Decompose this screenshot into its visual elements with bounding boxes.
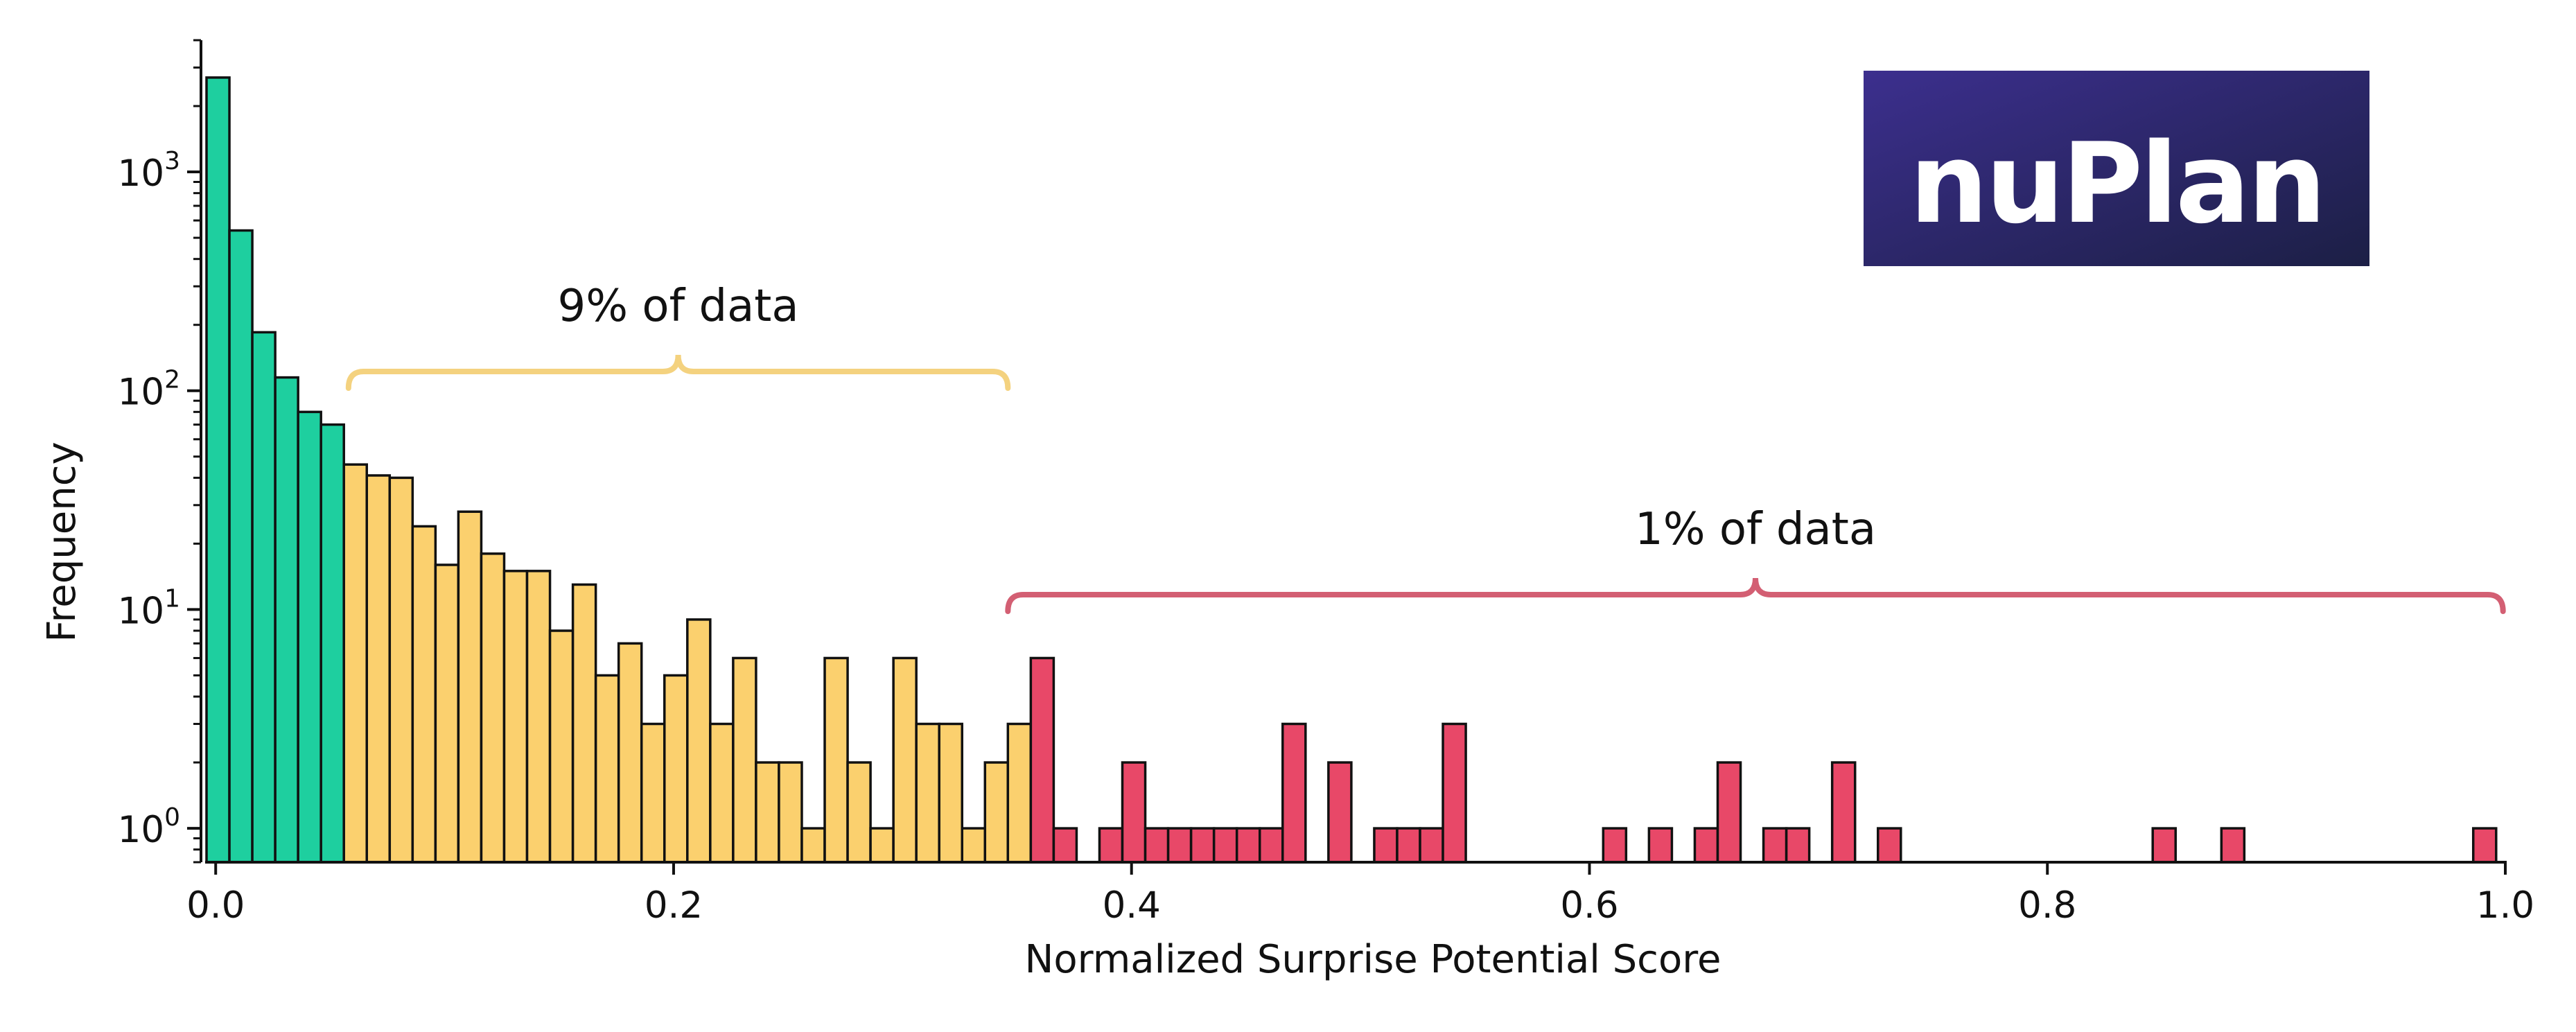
histogram-bar-high <box>1281 722 1307 864</box>
histogram-bar-high <box>1693 827 1719 864</box>
histogram-bar-mid <box>342 463 369 864</box>
histogram-bar-mid <box>617 642 643 864</box>
histogram-bar-mid <box>640 722 666 864</box>
x-tick-label: 0.6 <box>1560 884 1618 927</box>
histogram-bar-high <box>1166 827 1193 864</box>
histogram-bar-high <box>1602 827 1628 864</box>
histogram-bar-mid <box>663 674 689 864</box>
y-minor-ticks <box>193 39 201 864</box>
logo-background <box>1864 71 2369 266</box>
x-tick-label: 0.8 <box>2018 884 2076 927</box>
histogram-bar-mid <box>548 629 575 864</box>
histogram-bar-mid <box>938 722 963 864</box>
histogram-bar-high <box>1029 656 1055 864</box>
brace-mid <box>345 354 1011 391</box>
histogram-bar-high <box>2471 827 2498 864</box>
y-axis-title: Frequency <box>40 441 85 642</box>
nuplan-logo: nuPlan <box>1864 71 2369 266</box>
histogram-bar-high <box>1258 827 1284 864</box>
histogram-bar-low <box>205 76 231 864</box>
histogram-bar-high <box>1442 722 1467 864</box>
logo-text: nuPlan <box>1909 119 2324 248</box>
histogram-bar-mid <box>778 761 803 864</box>
axes <box>200 40 2507 864</box>
annotation-high-label: 1% of data <box>1635 504 1876 555</box>
histogram-bar-high <box>1647 827 1674 864</box>
histogram-bar-mid <box>388 476 414 864</box>
histogram-bar-mid <box>755 761 780 864</box>
histogram-bar-high <box>1052 827 1078 864</box>
histogram-bar-mid <box>502 570 529 864</box>
histogram-bar-mid <box>869 827 895 864</box>
annotations: 9% of data 1% of data <box>345 281 2506 614</box>
histogram-bar-mid <box>892 656 918 864</box>
annotation-mid-label: 9% of data <box>558 281 799 332</box>
histogram-bar-high <box>1877 827 1902 864</box>
histogram-bar-mid <box>915 722 940 864</box>
histogram-bar-mid <box>686 618 712 864</box>
histogram-bar-high <box>1830 761 1857 864</box>
y-ticks: 100 101 102 103 <box>118 147 201 851</box>
histogram-bar-high <box>1144 827 1170 864</box>
histogram-bar-high <box>1373 827 1399 864</box>
x-tick-label: 0.2 <box>645 884 703 927</box>
histogram-bar-high <box>2151 827 2178 864</box>
histogram-bar-mid <box>800 827 826 864</box>
histogram-bar-mid <box>961 827 987 864</box>
brace-high <box>1005 577 2506 614</box>
x-tick-label: 0.4 <box>1103 884 1161 927</box>
histogram-bar-mid <box>823 656 849 864</box>
histogram-bar-mid <box>846 761 872 864</box>
histogram-bar-high <box>1396 827 1421 864</box>
y-tick-label: 100 <box>118 803 180 851</box>
histogram-bar-high <box>1235 827 1261 864</box>
histogram-bar-high <box>1189 827 1216 864</box>
y-tick-label: 103 <box>118 147 180 195</box>
histogram-bar-mid <box>983 761 1010 864</box>
histogram-bars <box>205 76 2498 864</box>
histogram-bar-low <box>251 331 277 864</box>
histogram-bar-mid <box>709 722 735 864</box>
histogram-bar-high <box>2220 827 2246 864</box>
histogram-bar-high <box>1327 761 1353 864</box>
x-tick-label: 0.0 <box>186 884 245 927</box>
histogram-bar-mid <box>1006 722 1033 864</box>
y-tick-label: 101 <box>118 584 180 632</box>
histogram-bar-mid <box>525 570 552 864</box>
histogram-bar-mid <box>434 563 460 864</box>
histogram-bar-mid <box>480 552 506 864</box>
x-axis-title: Normalized Surprise Potential Score <box>1025 937 1721 982</box>
x-ticks: 0.0 0.2 0.4 0.6 0.8 1.0 <box>186 862 2534 927</box>
histogram-bar-low <box>228 229 254 864</box>
histogram-bar-mid <box>571 583 597 864</box>
histogram-bar-high <box>1716 761 1742 864</box>
x-tick-label: 1.0 <box>2476 884 2534 927</box>
histogram-bar-low <box>297 410 322 864</box>
histogram-bar-low <box>274 376 299 864</box>
histogram-bar-mid <box>594 674 620 864</box>
histogram-bar-high <box>1121 761 1147 864</box>
histogram-bar-mid <box>411 525 437 864</box>
histogram-bar-high <box>1419 827 1444 864</box>
histogram-bar-high <box>1785 827 1811 864</box>
histogram-bar-high <box>1212 827 1238 864</box>
histogram-bar-mid <box>365 474 392 864</box>
histogram-bar-high <box>1762 827 1788 864</box>
histogram-bar-mid <box>732 656 757 864</box>
histogram-bar-high <box>1098 827 1124 864</box>
histogram-bar-low <box>319 423 345 864</box>
y-tick-label: 102 <box>118 366 180 414</box>
histogram-bar-mid <box>457 510 483 864</box>
